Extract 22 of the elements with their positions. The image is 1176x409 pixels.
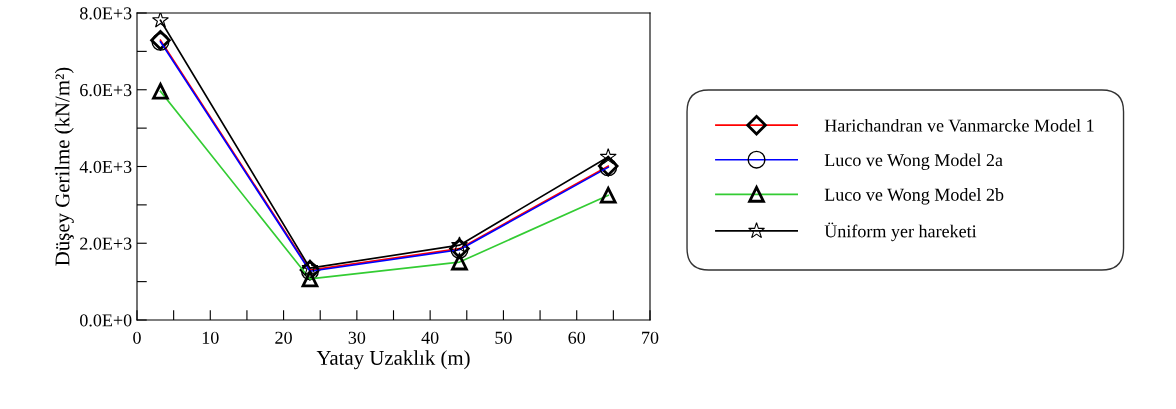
y-tick-label: 8.0E+3	[80, 7, 132, 20]
x-tick-label: 50	[495, 331, 512, 344]
y-tick-label: 2.0E+3	[80, 237, 132, 250]
point	[301, 259, 319, 276]
point	[151, 13, 169, 28]
x-tick-label: 70	[642, 331, 659, 344]
legend-label: Luco ve Wong Model 2b	[824, 188, 1004, 205]
point	[599, 148, 617, 165]
y-tick-label: 0.0E+0	[80, 314, 132, 327]
x-tick-label: 20	[275, 331, 292, 344]
x-tick-label: 30	[348, 331, 366, 344]
y-axis-title: Düşey Gerilme (kN/m²)	[54, 67, 74, 266]
legend-label: Harichandran ve Vanmarcke Model 1	[824, 118, 1094, 132]
x-axis-title: Yatay Uzaklık (m)	[316, 350, 470, 370]
legend-label: Luco ve Wong Model 2a	[824, 153, 1003, 170]
x-tick-label: 40	[421, 331, 439, 344]
x-tick-label: 10	[202, 331, 219, 344]
y-tick-label: 6.0E+3	[80, 84, 132, 97]
x-tick-label: 60	[568, 331, 586, 344]
y-tick-label: 4.0E+3	[79, 160, 132, 174]
x-tick-label: 0	[133, 331, 141, 344]
legend-label: Üniform yer hareketi	[824, 222, 977, 242]
